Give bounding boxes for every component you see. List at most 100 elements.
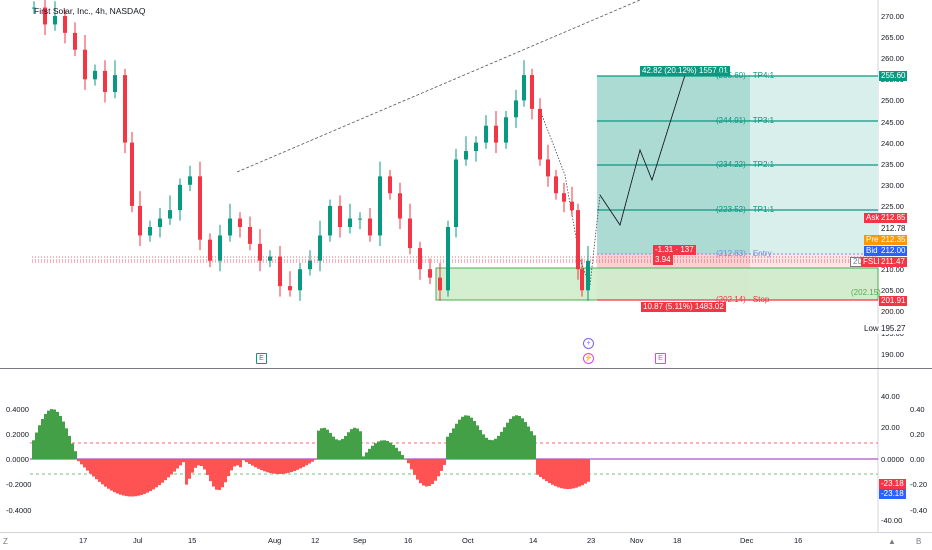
time-tick: Nov	[630, 536, 644, 545]
stop-summary-label[interactable]: 10.87 (5.11%) 1483.02	[641, 302, 726, 312]
candle-body	[93, 70, 97, 80]
candle-body	[554, 176, 558, 194]
time-tick: 23	[587, 536, 596, 545]
time-tick: 12	[311, 536, 320, 545]
osc-bar	[530, 431, 533, 459]
osc-bar	[392, 444, 395, 459]
price-tick: 190.00	[881, 349, 904, 359]
osc-bar	[446, 436, 449, 459]
osc-bar	[296, 459, 299, 470]
osc-bar	[557, 459, 560, 488]
candle-body	[580, 269, 584, 291]
osc-bar	[413, 459, 416, 475]
pre-value: 212.35	[879, 235, 908, 245]
candle-body	[168, 210, 172, 219]
osc-bar	[440, 459, 443, 471]
candle-body	[398, 193, 402, 219]
osc-bar	[356, 428, 359, 459]
candle-body	[248, 227, 252, 244]
osc-bar	[527, 426, 530, 459]
osc-bar	[209, 459, 212, 482]
osc-bar	[254, 459, 257, 468]
support-zone[interactable]	[435, 267, 879, 301]
osc-bar	[320, 428, 323, 459]
earnings-upcoming-icon[interactable]: E	[655, 353, 666, 364]
osc-bar	[290, 459, 293, 473]
candle-body	[158, 218, 162, 227]
osc-bar	[158, 459, 161, 486]
support-zone-label: (202.15)	[851, 288, 881, 297]
osc-bar	[371, 445, 374, 459]
osc-right-inner-tick: -0.20	[910, 480, 928, 489]
candle-body	[438, 277, 442, 291]
candle-body	[238, 218, 242, 227]
osc-bar	[125, 459, 128, 497]
candle-body	[474, 142, 478, 152]
osc-bar	[302, 459, 305, 467]
osc-bar	[38, 425, 41, 459]
osc-bar	[263, 459, 266, 472]
osc-bar	[395, 447, 398, 459]
osc-bar	[581, 459, 584, 486]
target-summary-label[interactable]: 42.82 (20.12%) 1557.01	[640, 66, 730, 76]
osc-bar	[137, 459, 140, 496]
osc-bar	[167, 459, 170, 478]
settings-marker[interactable]: B	[916, 537, 922, 546]
lightning-icon[interactable]: ⚡	[583, 353, 594, 364]
trend-line[interactable]	[236, 0, 641, 173]
osc-bar	[362, 456, 365, 459]
osc-bar	[506, 422, 509, 459]
candle-body	[103, 70, 107, 92]
candle-body	[278, 256, 282, 287]
pre-label: Pre	[864, 235, 881, 245]
auto-scale-icon[interactable]: ▲	[888, 537, 896, 546]
osc-bar	[509, 418, 512, 459]
osc-bar	[554, 459, 557, 487]
earnings-icon[interactable]: E	[256, 353, 267, 364]
candle-body	[538, 108, 542, 160]
projection-arrow[interactable]	[599, 74, 686, 226]
osc-bar	[200, 459, 203, 466]
stop-price-label: 201.91	[879, 296, 908, 306]
candle-series[interactable]	[32, 0, 590, 301]
osc-bar	[215, 459, 218, 490]
price-tick: 265.00	[881, 33, 904, 43]
osc-bar	[47, 410, 50, 459]
osc-bar	[587, 459, 590, 482]
osc-bar	[173, 459, 176, 472]
candle-body	[428, 269, 432, 278]
osc-bar	[548, 459, 551, 484]
candle-body	[562, 193, 566, 202]
symbol-title[interactable]: First Solar, Inc., 4h, NASDAQ	[34, 6, 146, 16]
osc-bar	[248, 459, 251, 464]
osc-bar	[308, 459, 311, 464]
candle-body	[348, 218, 352, 227]
candle-body	[73, 32, 77, 50]
oscillator-histogram[interactable]	[32, 409, 590, 497]
osc-bar	[89, 459, 92, 474]
dividend-icon[interactable]: +	[583, 338, 594, 349]
osc-bar	[368, 448, 371, 459]
osc-bar	[389, 442, 392, 459]
osc-bar	[170, 459, 173, 475]
osc-bar	[545, 459, 548, 482]
osc-bar	[338, 440, 341, 459]
timezone-marker[interactable]: Z	[3, 537, 8, 546]
osc-bar	[71, 443, 74, 459]
osc-bar	[275, 459, 278, 474]
osc-bar	[44, 413, 47, 459]
osc-bar	[149, 459, 152, 492]
osc-bar	[152, 459, 155, 490]
osc-bar	[218, 459, 221, 490]
osc-bar	[572, 459, 575, 489]
symbol-value: 211.47	[879, 257, 907, 267]
tp3-label: (244.91) · TP3:1	[716, 116, 775, 125]
osc-bar	[122, 459, 125, 496]
stop-label: (202.14) · Stop	[716, 295, 770, 304]
candle-body	[464, 151, 468, 160]
osc-bar	[260, 459, 263, 471]
price-tick: 270.00	[881, 12, 904, 21]
osc-bar	[107, 459, 110, 489]
osc-bar	[245, 459, 248, 463]
